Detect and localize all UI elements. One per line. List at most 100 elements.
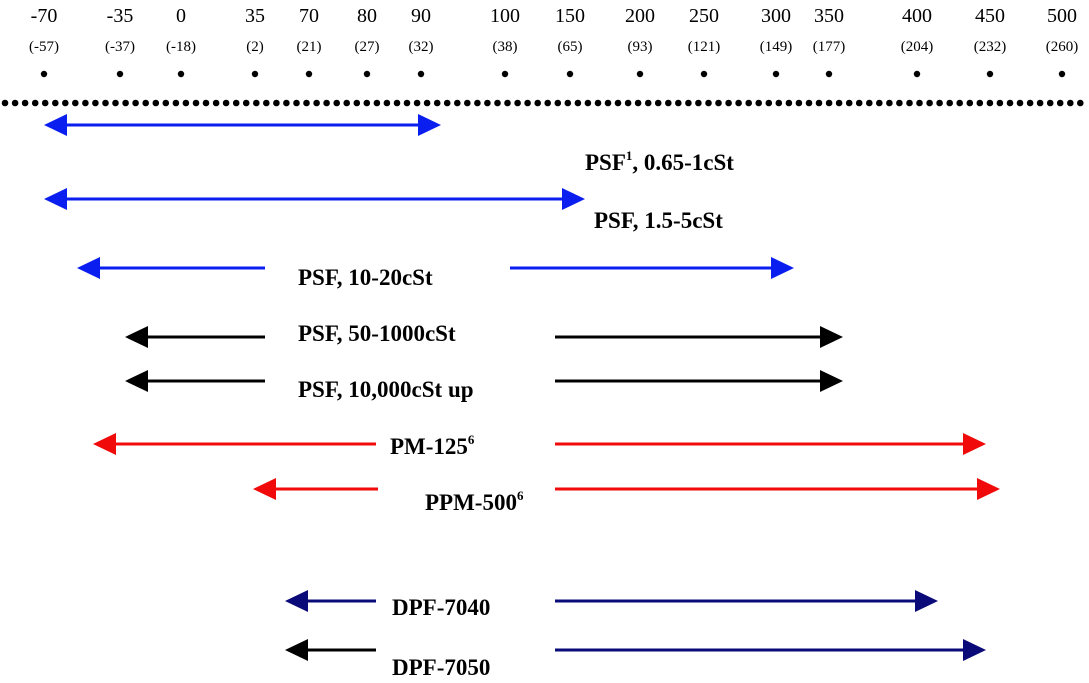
range-label-name: PSF, 10,000cSt up <box>298 377 474 402</box>
scale-dot <box>333 99 341 107</box>
range-label: PSF1, 0.65-1cSt <box>585 148 734 175</box>
scale-dot <box>594 99 602 107</box>
scale-dot <box>343 99 351 107</box>
scale-dot <box>675 99 682 107</box>
arrow-head-right <box>963 433 986 455</box>
range-label-footnote: 6 <box>468 432 475 447</box>
fluid-ranges: PSF1, 0.65-1cSt PSF, 1.5-5cSt PSF, 10-20cS… <box>44 114 1000 680</box>
scale-dot <box>966 99 974 107</box>
scale-dot <box>1046 99 1054 107</box>
scale-dot <box>886 99 893 107</box>
scale-dot <box>1077 99 1084 107</box>
scale-dot <box>413 99 421 107</box>
scale-dot <box>735 99 742 107</box>
tick-label-c: (149) <box>760 39 793 55</box>
arrow-head-right <box>963 639 986 661</box>
range-psf-1-5-5cst: PSF, 1.5-5cSt <box>44 188 723 233</box>
range-psf: PSF1, 0.65-1cSt <box>44 114 734 175</box>
tick-label-f: 500 <box>1047 5 1077 27</box>
scale-dot <box>283 99 290 107</box>
scale-dot <box>443 99 451 107</box>
scale-dot <box>514 99 521 107</box>
scale-dot <box>936 99 943 107</box>
scale-dot <box>986 99 994 107</box>
tick-label-c: (-18) <box>166 39 196 55</box>
scale-dot <box>725 99 732 107</box>
scale-dot <box>916 99 923 107</box>
range-label: DPF-7050 <box>392 655 490 680</box>
range-pm-125: PM-1256 <box>93 432 986 459</box>
tick-label-f: 80 <box>357 5 377 27</box>
tick-label-c: (121) <box>688 39 721 55</box>
range-label-name: DPF-7040 <box>392 595 490 620</box>
scale-dot <box>484 99 491 107</box>
scale-dot <box>122 99 129 107</box>
scale-dot <box>112 99 119 107</box>
range-psf-10-20cst: PSF, 10-20cSt <box>77 257 794 290</box>
scale-dot <box>102 99 109 107</box>
arrow-head-right <box>562 188 585 210</box>
scale-dot <box>504 99 511 107</box>
scale-dot <box>775 99 783 107</box>
scale-dot <box>1056 99 1064 107</box>
arrow-head-left <box>125 370 148 392</box>
range-label-footnote: 6 <box>517 488 524 503</box>
scale-dot <box>433 99 441 107</box>
scale-dot <box>172 99 180 107</box>
scale-dot <box>202 99 210 107</box>
scale-dot <box>996 99 1004 107</box>
arrow-head-left <box>93 433 116 455</box>
scale-dot <box>212 99 220 107</box>
arrow-head-right <box>820 326 843 348</box>
range-label-rest: , 0.65-1cSt <box>632 150 734 175</box>
scale-dot <box>192 99 200 107</box>
scale-dot <box>654 99 662 107</box>
range-label-name: PPM-500 <box>425 490 517 515</box>
tick-label-c: (2) <box>246 39 264 55</box>
range-dpf-7040: DPF-7040 <box>285 590 938 620</box>
tick-label-f: 70 <box>299 5 319 27</box>
scale-dot <box>273 99 280 107</box>
scale-dot <box>705 99 712 107</box>
temperature-scale: -70 (-57) -35 (-37) 0 (-18) 35 (2) 70 (21) 80 (27) 9… <box>29 5 1078 78</box>
tick-label-f: -70 <box>31 5 58 27</box>
scale-dot <box>41 99 49 107</box>
scale-dot <box>574 99 582 107</box>
scale-dot <box>614 99 622 107</box>
tick-dot <box>116 70 124 78</box>
range-label: PSF, 50-1000cSt <box>298 321 456 346</box>
tick-dot <box>363 70 371 78</box>
tick-dot <box>772 70 780 78</box>
arrow-head-left <box>285 639 308 661</box>
tick-dot <box>305 70 313 78</box>
tick-dot <box>177 70 185 78</box>
scale-dot <box>232 99 240 107</box>
scale-dot <box>423 99 431 107</box>
scale-dot <box>544 99 551 107</box>
range-label: DPF-7040 <box>392 595 490 620</box>
scale-dot <box>976 99 984 107</box>
tick-label-f: 250 <box>689 5 719 27</box>
scale-dot <box>825 99 833 107</box>
tick-dot <box>913 70 921 78</box>
range-label-name: PSF, 1.5-5cSt <box>594 208 723 233</box>
tick-dot <box>986 70 994 78</box>
tick-label-c: (21) <box>297 39 322 55</box>
scale-dot <box>142 99 149 107</box>
arrow-head-left <box>44 114 67 136</box>
scale-dot <box>906 99 913 107</box>
tick-label-c: (177) <box>813 39 846 55</box>
tick-label-c: (204) <box>901 39 934 55</box>
scale-dot <box>1 99 9 107</box>
tick-label-c: (32) <box>409 39 434 55</box>
scale-dot <box>876 99 883 107</box>
scale-dot <box>755 99 762 107</box>
scale-dot <box>21 99 29 107</box>
scale-dot <box>554 99 562 107</box>
tick-dot <box>825 70 833 78</box>
scale-dot <box>454 99 461 107</box>
scale-dot <box>182 99 190 107</box>
scale-dot <box>373 99 381 107</box>
range-label-name: DPF-7050 <box>392 655 490 680</box>
